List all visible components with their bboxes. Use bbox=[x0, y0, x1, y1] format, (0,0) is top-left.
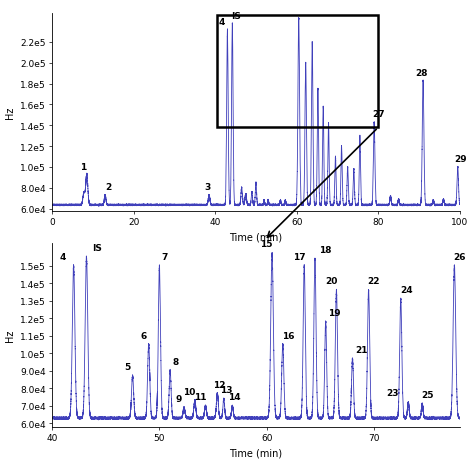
Text: 7: 7 bbox=[162, 252, 168, 261]
Text: 21: 21 bbox=[355, 345, 367, 354]
Text: 3: 3 bbox=[204, 183, 210, 192]
Text: 28: 28 bbox=[415, 69, 427, 78]
Text: 16: 16 bbox=[282, 331, 294, 340]
X-axis label: Time (min): Time (min) bbox=[229, 448, 283, 458]
Y-axis label: Hz: Hz bbox=[5, 329, 15, 341]
Text: 27: 27 bbox=[372, 110, 384, 119]
Text: 14: 14 bbox=[228, 392, 241, 401]
Text: 29: 29 bbox=[455, 155, 467, 164]
Bar bbox=[217, 16, 378, 128]
Text: 20: 20 bbox=[325, 277, 337, 285]
Text: IS: IS bbox=[231, 11, 241, 21]
Text: 25: 25 bbox=[421, 390, 434, 399]
Text: 24: 24 bbox=[400, 285, 412, 294]
Text: 26: 26 bbox=[454, 252, 466, 261]
Text: 12: 12 bbox=[213, 380, 226, 389]
Text: 6: 6 bbox=[140, 331, 146, 340]
Y-axis label: Hz: Hz bbox=[5, 106, 15, 118]
Text: 4: 4 bbox=[60, 252, 66, 261]
Text: 23: 23 bbox=[386, 388, 399, 397]
X-axis label: Time (min): Time (min) bbox=[229, 232, 283, 242]
Text: 2: 2 bbox=[105, 183, 111, 192]
Text: 10: 10 bbox=[183, 387, 196, 396]
Text: 18: 18 bbox=[319, 245, 332, 254]
Text: IS: IS bbox=[92, 243, 102, 252]
Text: 22: 22 bbox=[368, 277, 380, 285]
Text: 9: 9 bbox=[175, 394, 182, 403]
Text: 8: 8 bbox=[173, 357, 179, 366]
Text: 11: 11 bbox=[194, 392, 207, 401]
Text: 17: 17 bbox=[292, 252, 305, 261]
Text: 4: 4 bbox=[218, 18, 225, 27]
Text: 13: 13 bbox=[219, 385, 232, 394]
Text: 19: 19 bbox=[328, 308, 341, 317]
Text: 1: 1 bbox=[81, 162, 87, 171]
Text: 15: 15 bbox=[260, 240, 273, 249]
Text: 5: 5 bbox=[124, 362, 130, 371]
